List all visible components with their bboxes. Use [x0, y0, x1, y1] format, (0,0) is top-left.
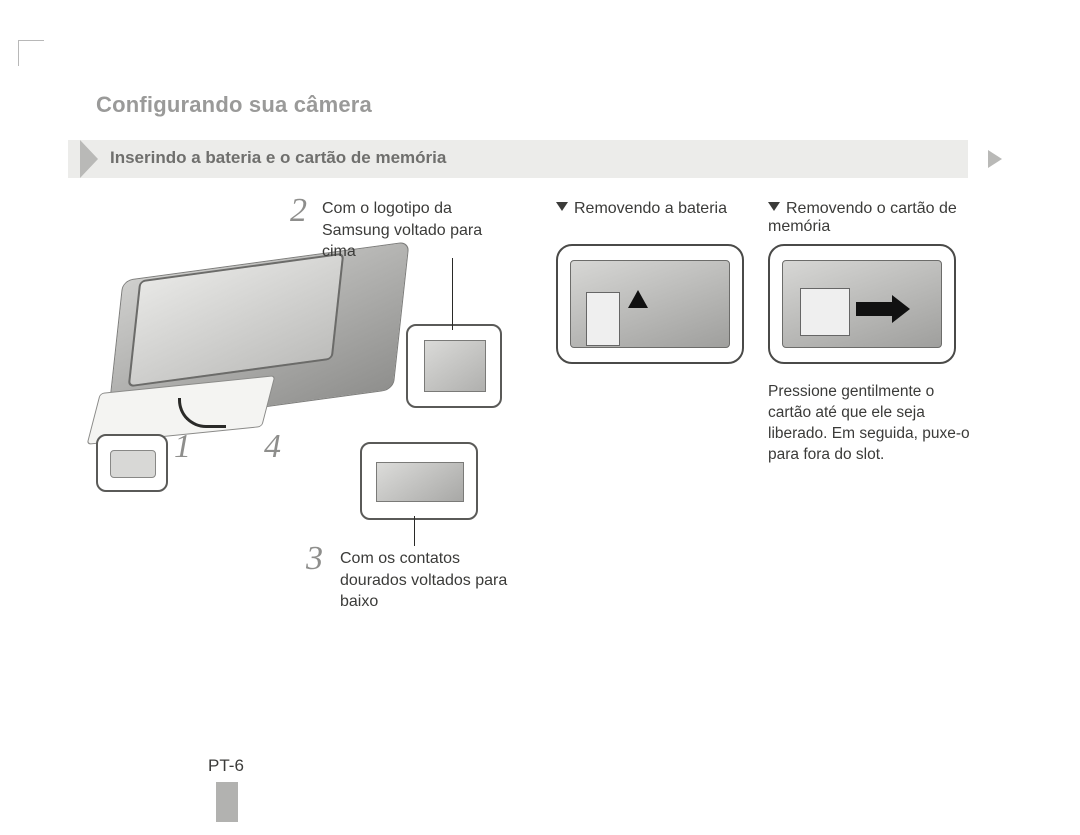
ribbon-continue-icon: [988, 150, 1002, 168]
subheading-a-text: Removendo a bateria: [574, 200, 727, 217]
subheading-remove-battery: Removendo a bateria: [556, 200, 756, 218]
latch-callout: [96, 434, 168, 492]
arrow-up-icon: [628, 290, 648, 308]
step-number-1: 1: [174, 428, 191, 466]
remove-card-panel: [768, 244, 956, 364]
battery-slot-illustration: [586, 292, 620, 346]
section-ribbon: Inserindo a bateria e o cartão de memóri…: [68, 140, 968, 178]
arrow-right-icon: [856, 302, 892, 316]
leader-line: [452, 258, 453, 330]
triangle-down-icon: [556, 202, 568, 211]
sd-card-callout: [406, 324, 502, 408]
step-number-2: 2: [290, 192, 307, 230]
subheading-remove-card: Removendo o cartão de memória: [768, 200, 978, 236]
step-number-3: 3: [306, 540, 323, 578]
manual-page: Configurando sua câmera Inserindo a bate…: [0, 0, 1080, 835]
crop-mark: [18, 40, 44, 66]
ribbon-chevron-icon: [80, 140, 98, 178]
step-3-text: Com os contatos dourados voltados para b…: [340, 548, 520, 613]
step-2-text: Com o logotipo da Samsung voltado para c…: [322, 198, 512, 263]
memory-card-illustration: [800, 288, 850, 336]
ribbon-text: Inserindo a bateria e o cartão de memóri…: [110, 148, 446, 168]
leader-line: [414, 516, 415, 546]
battery-callout: [360, 442, 478, 520]
page-title: Configurando sua câmera: [96, 92, 372, 118]
subheading-b-text: Removendo o cartão de memória: [768, 200, 957, 235]
remove-card-note: Pressione gentilmente o cartão até que e…: [768, 382, 978, 466]
triangle-down-icon: [768, 202, 780, 211]
page-tab-marker: [216, 782, 238, 822]
remove-battery-panel: [556, 244, 744, 364]
step-number-4: 4: [264, 428, 281, 466]
page-number: PT-6: [208, 756, 244, 776]
